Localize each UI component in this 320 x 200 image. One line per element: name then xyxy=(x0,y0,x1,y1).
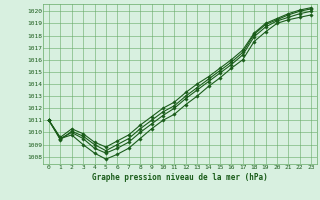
X-axis label: Graphe pression niveau de la mer (hPa): Graphe pression niveau de la mer (hPa) xyxy=(92,173,268,182)
